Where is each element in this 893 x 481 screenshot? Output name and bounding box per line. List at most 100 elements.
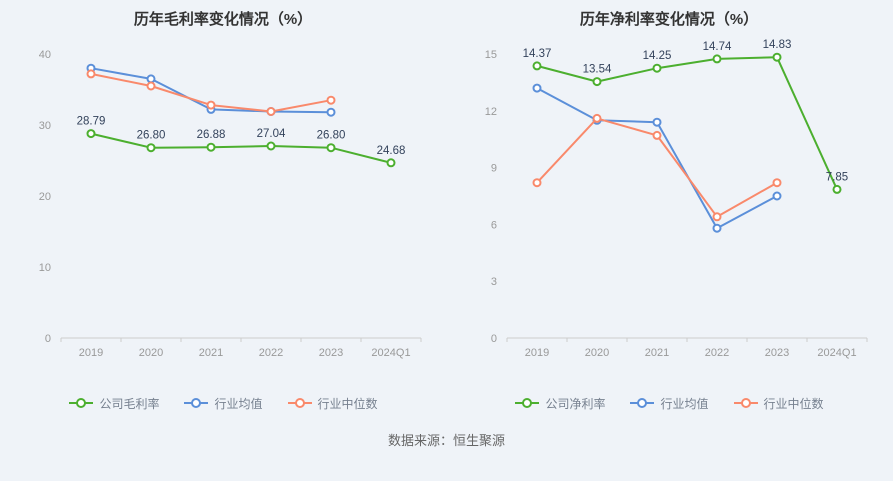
x-axis-tick-label: 2022: [259, 347, 283, 359]
legend-line-marker-icon: [733, 398, 758, 408]
legend-circle: [76, 398, 87, 408]
data-point-marker: [592, 113, 602, 123]
gross-margin-plot: 0 10 20 30 40 2019 2020 2021 2022 2023 2024Q1 28.79…: [39, 49, 422, 359]
x-axis-tick-label: 2022: [705, 347, 729, 359]
y-axis-tick-label: 6: [491, 219, 497, 231]
data-point-value-label: 26.88: [197, 129, 226, 141]
data-point-marker: [712, 54, 722, 64]
data-point-value-label: 24.68: [377, 145, 406, 157]
gross-margin-legend: 公司毛利率 行业均值 行业中位数: [68, 394, 378, 412]
x-axis-tick-label: 2020: [585, 347, 609, 359]
data-point-marker: [772, 191, 782, 201]
data-point-marker: [386, 158, 396, 168]
y-axis-tick-label: 10: [39, 262, 51, 274]
data-point-value-label: 14.25: [643, 50, 672, 62]
data-point-marker: [712, 212, 722, 222]
gross-margin-chart-title: 历年毛利率变化情况（%）: [133, 11, 313, 28]
data-point-value-label: 26.80: [317, 130, 346, 142]
data-point-value-label: 14.37: [523, 48, 552, 60]
data-point-marker: [146, 81, 156, 91]
y-axis-tick-label: 0: [491, 333, 497, 345]
data-point-value-label: 27.04: [257, 128, 286, 140]
y-axis-tick-label: 15: [485, 49, 497, 61]
data-point-marker: [86, 69, 96, 79]
legend-circle: [294, 398, 305, 408]
data-point-marker: [86, 129, 96, 139]
net-margin-plot: 0 3 6 9 12 15 2019 2020 2021 2022 2023 2024Q1 14.37 1…: [485, 39, 868, 359]
legend-label: 行业均值: [660, 396, 709, 411]
data-point-value-label: 7.85: [826, 171, 848, 183]
data-point-marker: [772, 52, 782, 62]
data-point-marker: [772, 178, 782, 188]
x-axis-tick-label: 2019: [525, 347, 549, 359]
data-point-marker: [146, 143, 156, 153]
legend-circle: [522, 398, 533, 408]
legend-line-marker-icon: [515, 398, 540, 408]
data-point-value-label: 13.54: [583, 64, 612, 76]
legend-circle: [740, 398, 751, 408]
legend-item[interactable]: 公司净利率: [514, 395, 605, 412]
x-axis-tick-label: 2019: [79, 347, 103, 359]
legend-item[interactable]: 行业均值: [183, 395, 263, 412]
net-margin-chart: 历年净利率变化情况（%） 0 3 6 9 12 15 2019 2020 2021 2022 202…: [446, 0, 892, 412]
data-point-marker: [326, 143, 336, 153]
data-point-marker: [532, 178, 542, 188]
y-axis-tick-label: 30: [39, 120, 51, 132]
x-axis-tick-label: 2021: [645, 347, 669, 359]
x-axis-tick-label: 2024Q1: [817, 347, 856, 359]
data-point-marker: [532, 83, 542, 93]
data-point-marker: [712, 223, 722, 233]
legend-line-marker-icon: [69, 398, 94, 408]
y-axis-tick-label: 40: [39, 49, 51, 61]
legend-circle: [637, 398, 648, 408]
legend-line-marker-icon: [184, 398, 209, 408]
y-axis-tick-label: 12: [485, 106, 497, 118]
charts-row: 历年毛利率变化情况（%） 0 10 20 30 40 2019 2020 2021 2022 20…: [0, 0, 892, 412]
legend-line-marker-icon: [630, 398, 655, 408]
legend-item[interactable]: 公司毛利率: [68, 395, 159, 412]
y-axis-tick-label: 9: [491, 163, 497, 175]
data-point-value-label: 26.80: [137, 130, 166, 142]
net-margin-chart-title: 历年净利率变化情况（%）: [579, 11, 759, 28]
net-margin-legend: 公司净利率 行业均值 行业中位数: [514, 394, 824, 412]
y-axis-tick-label: 0: [45, 333, 51, 345]
legend-label: 行业中位数: [763, 396, 824, 411]
data-point-marker: [146, 74, 156, 84]
data-point-marker: [532, 61, 542, 71]
legend-line-marker-icon: [287, 398, 312, 408]
gross-margin-chart: 历年毛利率变化情况（%） 0 10 20 30 40 2019 2020 2021 2022 20…: [0, 0, 446, 412]
data-point-marker: [592, 77, 602, 87]
legend-item[interactable]: 行业中位数: [733, 395, 824, 412]
legend-item[interactable]: 行业中位数: [287, 395, 378, 412]
data-point-marker: [652, 117, 662, 127]
legend-label: 行业均值: [214, 396, 263, 411]
data-point-value-label: 14.83: [763, 39, 792, 51]
legend-label: 行业中位数: [317, 396, 378, 411]
data-point-value-label: 14.74: [703, 41, 732, 53]
data-point-marker: [832, 184, 842, 194]
y-axis-tick-label: 3: [491, 276, 497, 288]
data-source-text: 数据来源：恒生聚源: [387, 433, 505, 448]
x-axis-tick-label: 2024Q1: [371, 347, 410, 359]
x-axis-tick-label: 2023: [765, 347, 789, 359]
data-point-marker: [652, 63, 662, 73]
x-axis-tick-label: 2023: [319, 347, 343, 359]
data-point-marker: [266, 141, 276, 151]
legend-circle: [191, 398, 202, 408]
series-line: [90, 132, 392, 164]
data-point-value-label: 28.79: [77, 116, 106, 128]
legend-label: 公司净利率: [545, 396, 606, 411]
data-point-marker: [206, 142, 216, 152]
legend-item[interactable]: 行业均值: [629, 395, 709, 412]
x-axis-tick-label: 2020: [139, 347, 163, 359]
series-line: [536, 56, 838, 190]
data-point-marker: [326, 95, 336, 105]
legend-label: 公司毛利率: [99, 396, 160, 411]
data-point-marker: [266, 107, 276, 116]
data-point-marker: [326, 107, 336, 117]
y-axis-tick-label: 20: [39, 191, 51, 203]
data-point-marker: [206, 100, 216, 110]
data-point-marker: [652, 130, 662, 140]
x-axis-tick-label: 2021: [199, 347, 223, 359]
